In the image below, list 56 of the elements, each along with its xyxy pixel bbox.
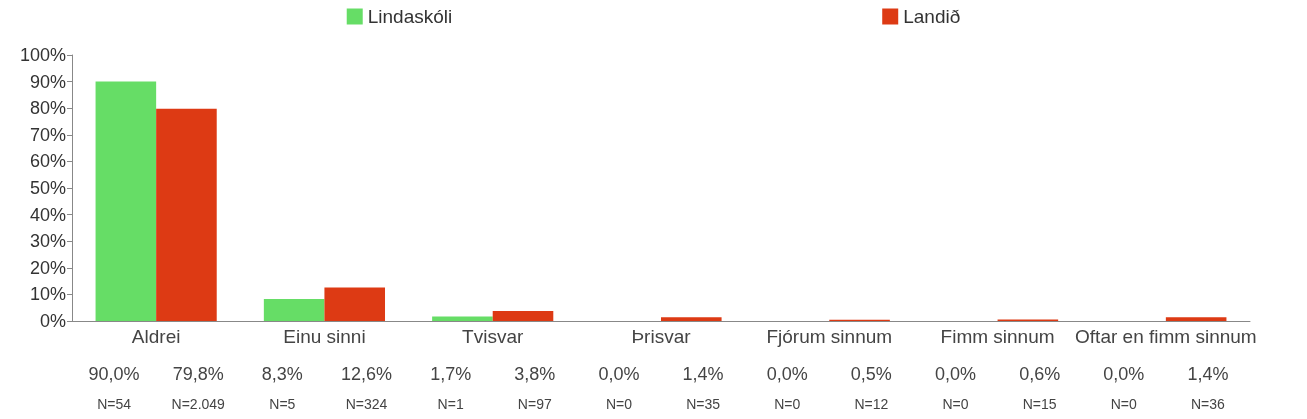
bar	[95, 81, 157, 321]
x-tick-label: Þrisvar	[631, 326, 692, 347]
x-tick-label: Fimm sinnum	[940, 326, 1055, 347]
data-label: 0,6%	[1019, 364, 1061, 384]
text: N=36	[1191, 396, 1226, 412]
text: N=2.049	[171, 396, 226, 412]
data-label: 3,8%	[514, 364, 556, 384]
text: N=1	[437, 396, 464, 412]
y-tick-label: 0%	[39, 311, 66, 331]
y-tick-label: 50%	[29, 178, 66, 198]
data-label: 1,4%	[682, 364, 724, 384]
x-tick-label: Tvisvar	[462, 326, 524, 347]
y-tick-label: 70%	[29, 124, 66, 145]
bar	[492, 310, 554, 321]
text: N=0	[605, 396, 633, 412]
data-label: 0,0%	[598, 364, 640, 384]
y-tick-label: 100%	[19, 45, 66, 65]
bar	[263, 298, 325, 321]
y-tick-label: 90%	[29, 71, 66, 92]
text: N=54	[97, 396, 132, 412]
x-tick-label: Aldrei	[131, 326, 181, 347]
text: N=0	[942, 396, 969, 412]
text: N=35	[686, 396, 721, 412]
data-label: 0,0%	[766, 364, 808, 384]
text: N=97	[517, 396, 552, 412]
y-tick-label: 30%	[29, 231, 66, 252]
text: N=0	[1110, 396, 1138, 412]
text: N=0	[774, 396, 801, 412]
x-tick-label: Oftar en fimm sinnum	[1075, 326, 1257, 347]
y-tick-label: 80%	[29, 98, 66, 119]
data-label: 90,0%	[88, 364, 140, 384]
data-label: 1,4%	[1187, 364, 1229, 384]
y-tick-label: 10%	[29, 284, 66, 305]
bar	[156, 108, 217, 321]
bar	[324, 287, 386, 321]
data-label: 0,5%	[850, 364, 892, 384]
legend-label: Lindaskóli	[367, 6, 453, 27]
data-label: 79,8%	[172, 364, 224, 384]
data-label: 8,3%	[261, 364, 303, 384]
x-tick-label: Fjórum sinnum	[766, 326, 893, 347]
bar	[432, 316, 493, 321]
legend-label: Landið	[903, 6, 961, 27]
text: N=12	[854, 396, 889, 412]
y-tick-label: 40%	[29, 204, 66, 225]
data-label: 1,7%	[430, 364, 472, 384]
text: N=5	[269, 396, 296, 412]
x-tick-label: Einu sinni	[283, 326, 366, 347]
bar	[1165, 317, 1227, 321]
bar	[661, 317, 722, 321]
data-label: 0,0%	[934, 364, 977, 384]
data-label: 0,0%	[1103, 364, 1145, 384]
y-tick-label: 20%	[29, 257, 66, 278]
y-tick-label: 60%	[29, 151, 66, 172]
text: N=324	[345, 396, 388, 412]
data-label: 12,6%	[340, 364, 393, 384]
text: N=15	[1022, 396, 1057, 412]
